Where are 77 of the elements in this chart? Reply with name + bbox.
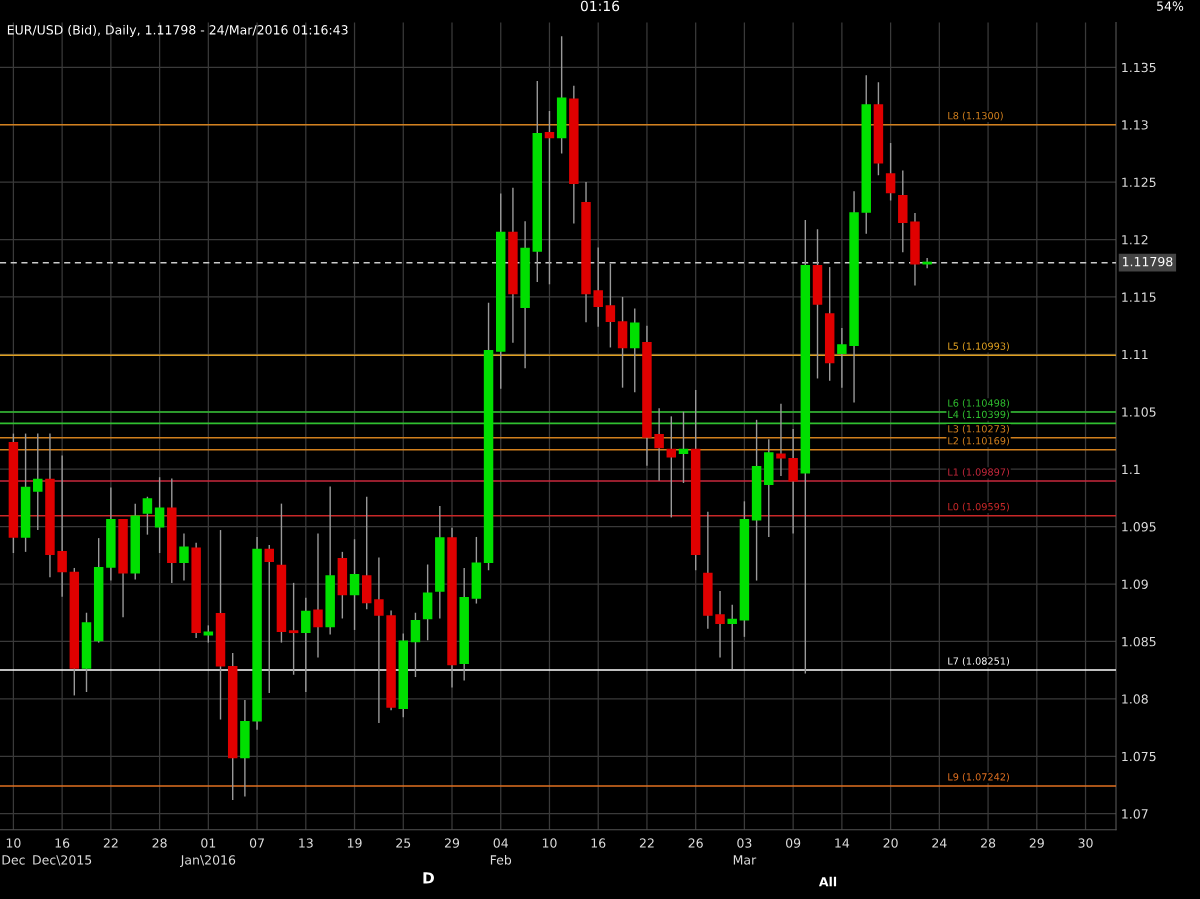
y-tick-label: 1.13 [1122,120,1148,130]
candlestick [142,496,153,536]
candlestick [374,556,384,724]
x-tick-label: 07 [249,838,264,848]
y-tick-label: 1.135 [1122,62,1156,73]
ref-line-label: 1.11798 [1122,256,1173,267]
candlestick [678,411,689,484]
x-tick-label: 16 [591,838,606,848]
candlestick [179,532,189,582]
y-tick-label: 1.125 [1122,177,1156,188]
ref-line-label: L9 (1.07242) [948,773,1009,782]
y-tick-label: 1.105 [1122,407,1156,417]
x-tick-label: 22 [639,838,654,848]
candlestick [593,246,603,328]
ref-line-label: L2 (1.10169) [948,436,1009,446]
candlestick [885,142,896,202]
y-tick-label: 1.1 [1122,464,1140,474]
x-tick-label: 19 [347,838,362,848]
y-tick-label: 1.085 [1122,636,1156,647]
candlestick [33,432,43,531]
candlestick [154,476,165,554]
candlestick [837,327,847,389]
x-tick-label: 16 Dec\2015 [33,838,92,866]
y-tick-label: 1.11 [1122,349,1148,360]
x-tick-label: 10 Dec [2,838,25,865]
x-tick-label: 20 [883,838,898,848]
x-tick-label: 03 Mar [733,838,757,865]
candlestick [544,110,555,285]
x-tick-label: 22 [103,838,118,848]
y-tick-label: 1.09 [1122,579,1148,589]
ref-line-label: L7 (1.08251) [948,657,1009,666]
candlestick [776,403,786,477]
x-tick-label: 14 [835,838,850,848]
candlestick [666,415,677,519]
y-tick-label: 1.075 [1122,751,1156,762]
candlestick [788,428,798,535]
text: D [423,872,434,884]
candlestick [301,597,311,693]
candlestick [727,604,737,670]
ref-line-label: L1 (1.09897) [948,468,1009,477]
x-tick-label: 28 [152,838,167,848]
ref-line-label: L3 (1.10273) [948,424,1009,434]
x-tick-label: 29 [1029,838,1044,848]
text: 54% [1157,1,1184,11]
ref-line-label: L6 (1.10498) [948,399,1009,408]
y-tick-label: 1.115 [1122,292,1156,302]
x-tick-label: 29 [444,838,460,848]
x-tick-label: 01 Jan\2016 [180,838,236,867]
ref-line-label: L5 (1.10993) [948,342,1009,351]
x-tick-label: 13 [299,838,313,848]
ref-line-label: L8 (1.1300) [948,111,1003,121]
x-tick-label: 30 [1078,838,1093,848]
x-tick-label: 24 [932,838,947,848]
candlestick [264,544,274,694]
candlestick [288,582,299,676]
text: All [818,876,837,887]
x-tick-label: 26 [688,838,703,848]
candlestick [715,590,725,659]
text: 01:16 [580,0,620,12]
y-tick-label: 1.07 [1122,809,1148,819]
y-tick-label: 1.12 [1122,234,1148,245]
x-tick-label: 10 [542,838,557,848]
candlestick [57,454,67,598]
y-tick-label: 1.08 [1122,694,1148,704]
x-tick-label: 25 [396,838,411,848]
ref-line-label: L0 (1.09595) [948,502,1009,512]
candlestick [654,407,664,482]
y-tick-label: 1.095 [1122,522,1156,532]
x-tick-label: 28 [981,838,996,848]
x-tick-label: 09 [786,838,801,848]
ref-line-label: L4 (1.10399) [948,410,1009,420]
candlestick [349,538,360,631]
candlestick [605,262,616,349]
candlestick [410,612,421,678]
candlestick [313,532,323,659]
chart-title: EUR/USD (Bid), Daily, 1.11798 - 24/Mar/2016 01:16:43 [7,24,348,37]
x-tick-label: 04 Feb [490,838,512,865]
